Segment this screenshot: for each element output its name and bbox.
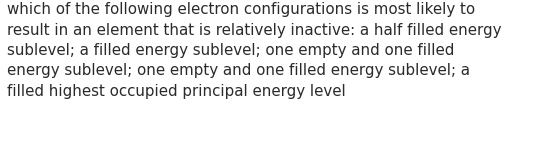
Text: which of the following electron configurations is most likely to
result in an el: which of the following electron configur… (7, 2, 501, 99)
